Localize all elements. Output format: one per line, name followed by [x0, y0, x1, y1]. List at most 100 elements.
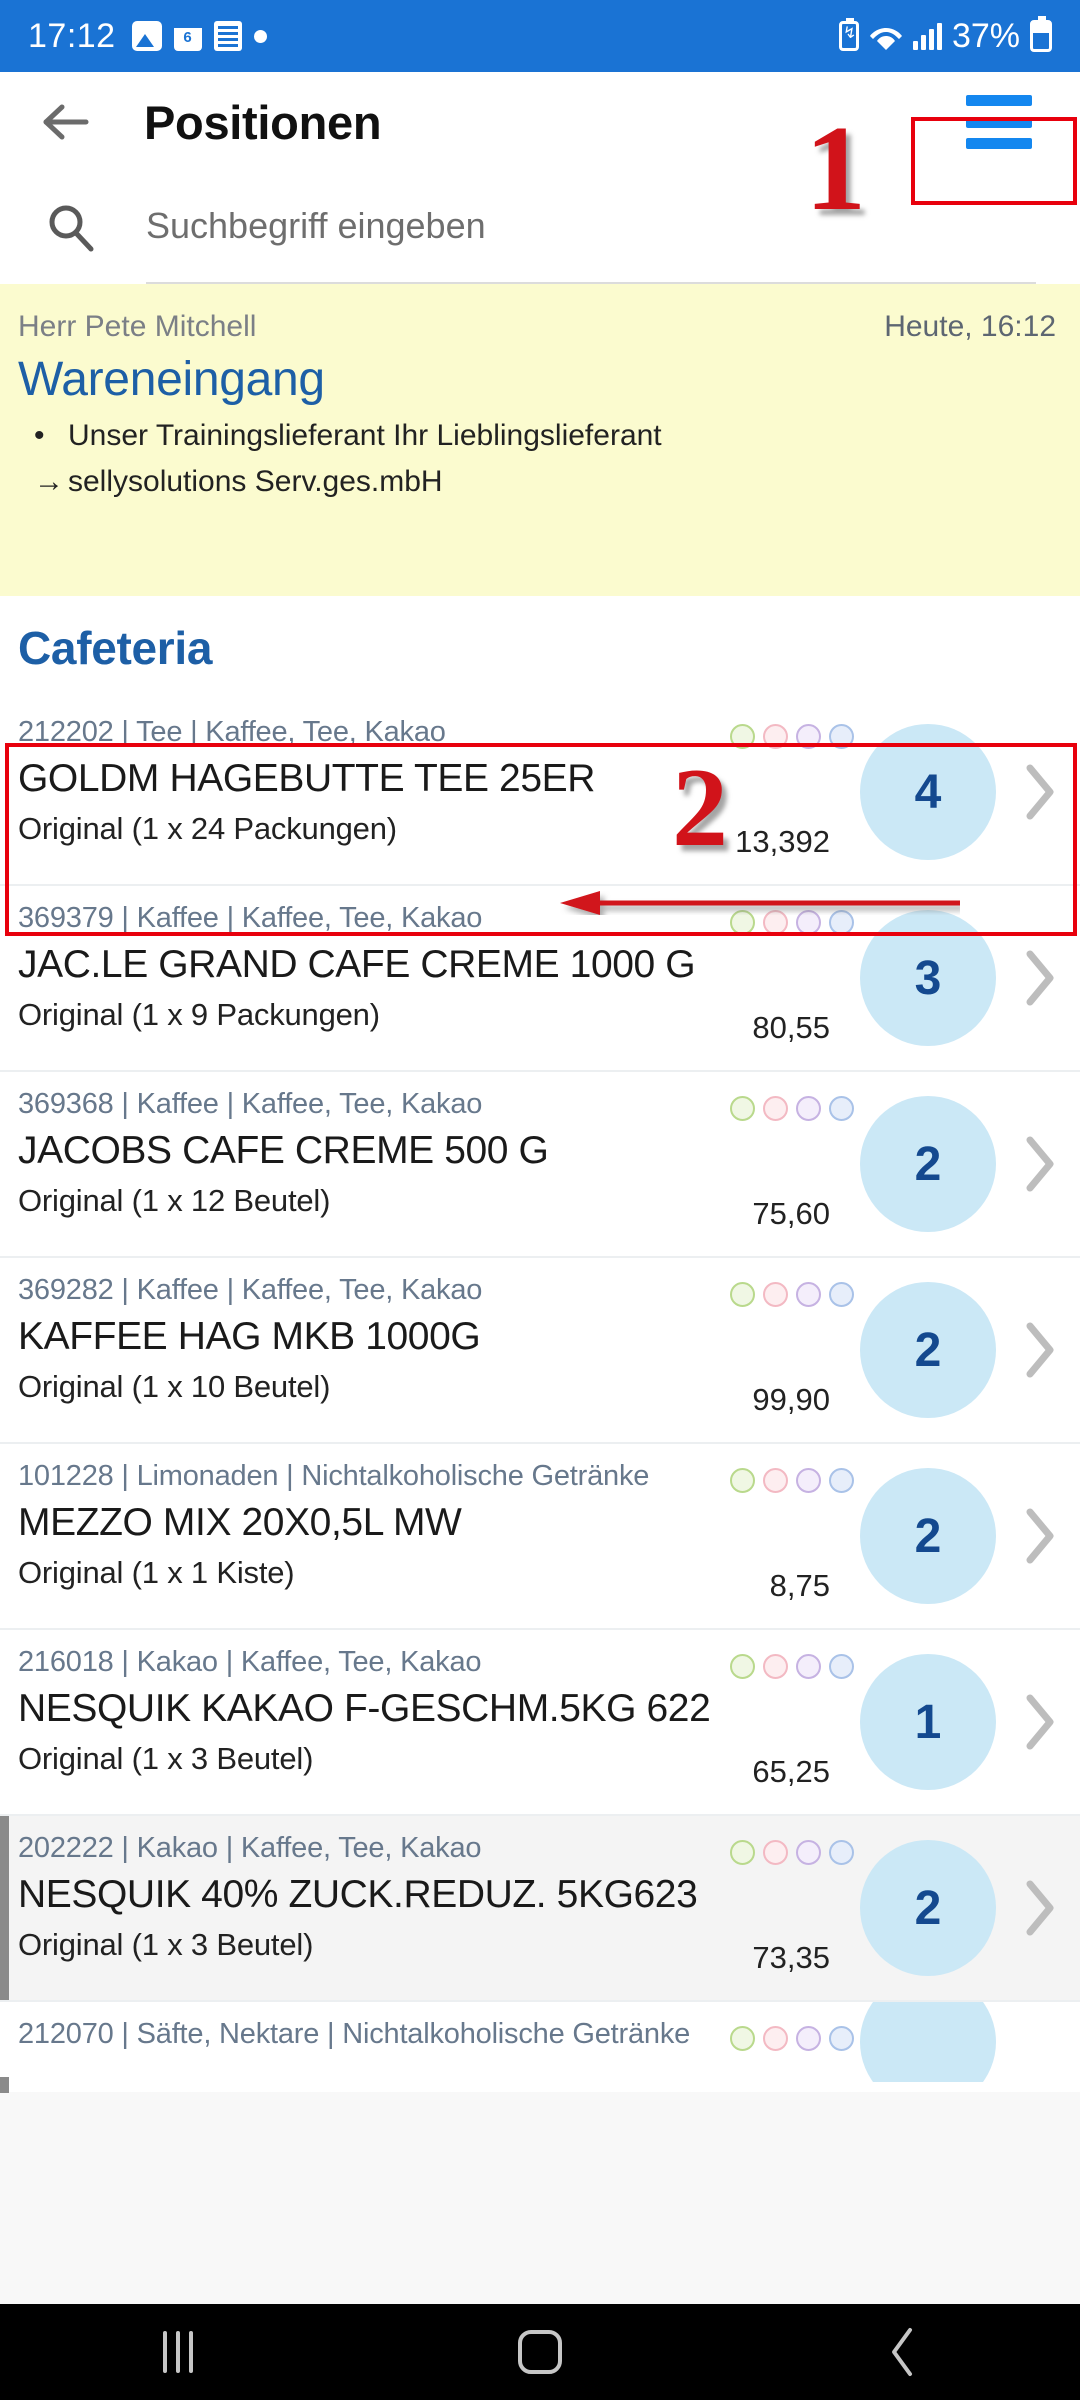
status-dots [730, 1096, 854, 1121]
status-dot-2-icon [763, 1096, 788, 1121]
status-dots [730, 1282, 854, 1307]
quantity-badge[interactable]: 2 [860, 1282, 996, 1418]
image-icon [131, 21, 162, 51]
list-item[interactable]: 202222 | Kakao | Kaffee, Tee, Kakao NESQU… [0, 1816, 1080, 2002]
page-title: Positionen [144, 95, 382, 149]
quantity-badge[interactable]: 2 [860, 1468, 996, 1604]
item-variant: Original (1 x 10 Beutel) [18, 1369, 331, 1404]
item-price: 80,55 [752, 1010, 830, 1045]
item-meta: 369379 | Kaffee | Kaffee, Tee, Kakao [18, 902, 483, 934]
search-bar [0, 172, 1080, 284]
bullet-icon: • [34, 419, 45, 452]
nav-back-icon[interactable] [887, 2326, 917, 2378]
status-dot-3-icon [796, 1282, 821, 1307]
item-name: JAC.LE GRAND CAFE CREME 1000 G [18, 943, 696, 986]
chevron-right-icon[interactable] [1022, 1134, 1058, 1194]
status-dot-2-icon [763, 1468, 788, 1493]
item-variant: Original (1 x 9 Packungen) [18, 997, 380, 1032]
quantity-badge[interactable]: 4 [860, 724, 996, 860]
list-item[interactable]: 101228 | Limonaden | Nichtalkoholische G… [0, 1444, 1080, 1630]
item-name: KAFFEE HAG MKB 1000G [18, 1315, 481, 1358]
item-meta: 212202 | Tee | Kaffee, Tee, Kakao [18, 716, 446, 748]
notes-icon [213, 21, 242, 51]
list-item[interactable]: 216018 | Kakao | Kaffee, Tee, Kakao NESQU… [0, 1630, 1080, 1816]
item-meta: 369282 | Kaffee | Kaffee, Tee, Kakao [18, 1274, 483, 1306]
item-meta: 212070 | Säfte, Nektare | Nichtalkoholis… [18, 2018, 691, 2050]
quantity-badge[interactable]: 3 [860, 910, 996, 1046]
section-header: Cafeteria [0, 596, 1080, 700]
status-notification-icons: 6 [131, 21, 267, 51]
status-dot-2-icon [763, 1840, 788, 1865]
dot-icon [253, 29, 267, 43]
chevron-right-icon[interactable] [1022, 1320, 1058, 1380]
status-dot-3-icon [796, 1468, 821, 1493]
back-arrow-icon[interactable] [34, 91, 96, 153]
recents-icon[interactable] [162, 2331, 193, 2373]
item-name: NESQUIK KAKAO F-GESCHM.5KG 622 [18, 1687, 711, 1730]
quantity-badge[interactable]: 2 [860, 1840, 996, 1976]
chevron-right-icon[interactable] [1022, 1692, 1058, 1752]
chevron-right-icon[interactable] [1022, 1878, 1058, 1938]
quantity-badge[interactable]: 1 [860, 1654, 996, 1790]
banner-user-name: Herr Pete Mitchell [18, 310, 257, 343]
annotation-marker-2: 2 [672, 746, 728, 870]
status-dot-1-icon [730, 1654, 755, 1679]
status-dot-1-icon [730, 1840, 755, 1865]
status-dots [730, 1468, 854, 1493]
item-price: 13,392 [735, 824, 830, 859]
signal-icon [912, 22, 942, 50]
annotation-arrow-price [560, 891, 960, 915]
status-dot-3-icon [796, 2026, 821, 2051]
annotation-marker-1: 1 [805, 101, 866, 236]
wifi-icon [869, 22, 903, 50]
list-item[interactable]: 212202 | Tee | Kaffee, Tee, Kakao GOLDM H… [0, 700, 1080, 886]
arrow-right-icon: → [34, 465, 64, 498]
app-bar: Positionen [0, 72, 1080, 172]
status-dot-4-icon [829, 724, 854, 749]
status-dot-2-icon [763, 1654, 788, 1679]
status-dots [730, 1840, 854, 1865]
scrollbar-thumb[interactable] [0, 2077, 9, 2093]
status-dot-4-icon [829, 1282, 854, 1307]
search-input[interactable] [146, 205, 1036, 247]
item-meta: 369368 | Kaffee | Kaffee, Tee, Kakao [18, 1088, 483, 1120]
quantity-badge[interactable]: 2 [860, 1096, 996, 1232]
search-field[interactable] [146, 172, 1036, 284]
item-price: 99,90 [752, 1382, 830, 1417]
status-dot-3-icon [796, 1096, 821, 1121]
search-icon [44, 201, 98, 255]
list-item[interactable]: 369282 | Kaffee | Kaffee, Tee, Kakao KAFF… [0, 1258, 1080, 1444]
item-name: NESQUIK 40% ZUCK.REDUZ. 5KG623 [18, 1873, 698, 1916]
section-title: Cafeteria [18, 622, 213, 674]
battery-saver-icon [838, 18, 859, 51]
item-variant: Original (1 x 12 Beutel) [18, 1183, 331, 1218]
item-variant: Original (1 x 1 Kiste) [18, 1555, 295, 1590]
list-item[interactable]: 212070 | Säfte, Nektare | Nichtalkoholis… [0, 2002, 1080, 2082]
chevron-right-icon[interactable] [1022, 1506, 1058, 1566]
list-item[interactable]: 369379 | Kaffee | Kaffee, Tee, Kakao JAC.… [0, 886, 1080, 1072]
banner-supplier-line: • Unser Trainingslieferant Ihr Lieblingsl… [18, 419, 1056, 453]
status-dot-2-icon [763, 2026, 788, 2051]
status-dot-1-icon [730, 1096, 755, 1121]
status-dot-1-icon [730, 2026, 755, 2051]
chevron-right-icon[interactable] [1022, 762, 1058, 822]
item-price: 65,25 [752, 1754, 830, 1789]
banner-header-row: Herr Pete Mitchell Heute, 16:12 [18, 310, 1056, 344]
banner-supplier-text: Unser Trainingslieferant Ihr Lieblingsli… [68, 419, 662, 452]
calendar-icon: 6 [173, 21, 202, 51]
item-variant: Original (1 x 24 Packungen) [18, 811, 397, 846]
status-dot-2-icon [763, 1282, 788, 1307]
status-dot-4-icon [829, 1468, 854, 1493]
item-name: JACOBS CAFE CREME 500 G [18, 1129, 549, 1172]
list-bottom-padding [0, 2092, 1080, 2304]
hamburger-menu-icon[interactable] [966, 95, 1032, 149]
status-dot-1-icon [730, 1468, 755, 1493]
status-dot-3-icon [796, 910, 821, 935]
quantity-badge[interactable] [860, 2002, 996, 2082]
battery-percent-label: 37% [951, 16, 1020, 55]
item-variant: Original (1 x 3 Beutel) [18, 1741, 314, 1776]
item-meta: 101228 | Limonaden | Nichtalkoholische G… [18, 1460, 650, 1492]
list-item[interactable]: 369368 | Kaffee | Kaffee, Tee, Kakao JACO… [0, 1072, 1080, 1258]
chevron-right-icon[interactable] [1022, 948, 1058, 1008]
home-icon[interactable] [517, 2330, 562, 2374]
